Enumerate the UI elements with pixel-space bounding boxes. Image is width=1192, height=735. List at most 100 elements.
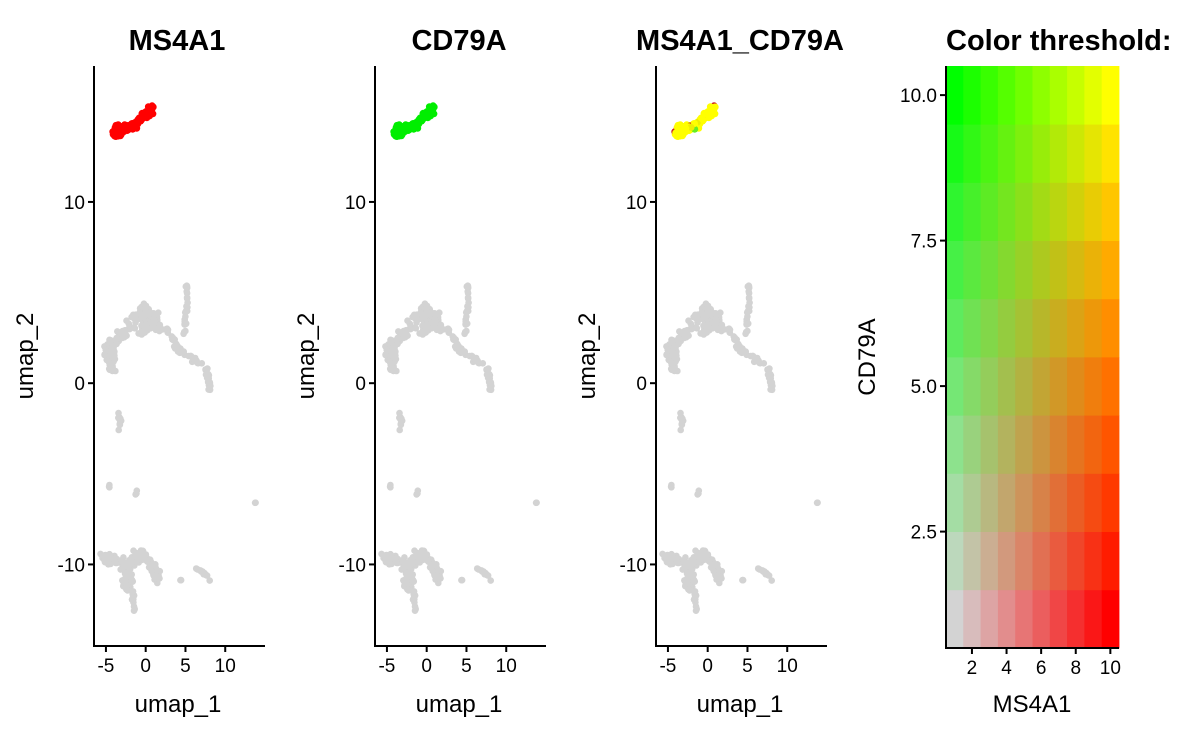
cell-point: [129, 578, 137, 585]
x-tick-label: -5: [659, 656, 676, 677]
cell-point: [420, 552, 428, 560]
cell-point: [102, 346, 109, 354]
cell-point: [203, 572, 210, 579]
cell-point: [117, 415, 124, 423]
cell-point: [147, 325, 154, 332]
cell-point: [252, 499, 259, 507]
cell-point: [105, 359, 113, 366]
heatmap-tile: [1101, 298, 1120, 358]
cell-point: [378, 550, 385, 558]
cell-point: [486, 379, 493, 386]
y-tick-label: 10: [345, 193, 366, 214]
panel-cd79a: CD79A -5 0 5 10 -10 0 10 umap_1 umap_2: [293, 25, 546, 718]
y-tick-label: 0: [74, 374, 85, 395]
cell-point: [413, 311, 421, 319]
heatmap-tile: [1032, 182, 1051, 241]
panel-2-ticks: -5 0 5 10 -10 0 10: [339, 193, 517, 677]
cell-point: [188, 353, 195, 361]
heatmap-tile: [1015, 531, 1033, 591]
expressing-cell-point: [711, 103, 719, 111]
cell-point: [117, 557, 125, 565]
heatmap-tile: [1032, 66, 1051, 125]
cell-point: [767, 371, 774, 378]
cell-point: [111, 557, 118, 565]
panel-4-ticks: 2 4 6 8 10 2.5 5.0 7.5 10.0: [900, 86, 1121, 679]
cell-point: [768, 577, 775, 584]
heatmap-tile: [963, 531, 981, 591]
cell-point: [141, 312, 149, 319]
cell-point: [696, 550, 704, 558]
cell-point: [126, 561, 133, 569]
heatmap-tile: [946, 415, 964, 474]
cell-point: [415, 550, 423, 558]
cell-point: [756, 359, 763, 367]
cell-point: [123, 317, 130, 325]
heatmap-tile: [1067, 298, 1085, 358]
panel-3-cells: [659, 102, 821, 614]
y-tick-label: -10: [58, 555, 85, 576]
cell-point: [116, 421, 124, 429]
cell-point: [449, 333, 457, 340]
cell-point: [458, 576, 466, 584]
heatmap-tile: [1101, 473, 1120, 532]
x-tick-label: 5: [461, 656, 472, 677]
cell-point: [685, 317, 692, 325]
cell-point: [675, 334, 682, 342]
heatmap-tile: [1015, 357, 1033, 416]
expressing-cell-point: [120, 125, 128, 133]
heatmap-tile: [1032, 357, 1051, 416]
heatmap-tile: [1015, 182, 1033, 241]
cell-point: [422, 329, 430, 336]
cell-point: [464, 282, 472, 290]
panel-2-x-axis-label: umap_1: [416, 691, 503, 718]
cell-point: [148, 319, 155, 327]
cell-point: [405, 587, 412, 594]
heatmap-tile: [1049, 415, 1068, 474]
cell-point: [428, 325, 435, 332]
heatmap-tile: [963, 589, 981, 649]
cell-point: [205, 379, 212, 386]
heatmap-tile: [963, 415, 981, 474]
heatmap-tile: [963, 473, 981, 532]
cell-point: [397, 421, 405, 429]
x-tick-label: -5: [97, 656, 114, 677]
heatmap-tile: [1015, 473, 1033, 532]
cell-point: [435, 579, 442, 587]
heatmap-tile: [997, 240, 1016, 300]
expressing-cell-point: [137, 116, 145, 124]
cell-point: [765, 572, 772, 579]
expressing-cell-point: [401, 125, 409, 133]
cell-point: [668, 484, 675, 491]
cell-point: [462, 309, 470, 316]
cell-point: [400, 327, 407, 335]
cell-point: [113, 340, 120, 348]
cell-point: [469, 353, 476, 361]
heatmap-tile: [1032, 531, 1051, 591]
y-tick-label: 10.0: [900, 86, 937, 107]
cell-point: [716, 579, 723, 587]
cell-point: [403, 580, 411, 587]
expressing-cell-point: [406, 123, 414, 131]
heatmap-tile: [946, 473, 964, 532]
heatmap-tile: [1049, 182, 1068, 241]
heatmap-tile: [1049, 357, 1068, 416]
cell-point: [141, 329, 148, 336]
cell-point: [144, 558, 151, 565]
cell-point: [706, 558, 713, 565]
cell-point: [814, 499, 821, 507]
cell-point: [117, 566, 124, 573]
heatmap-tile: [1084, 298, 1103, 358]
heatmap-tile: [963, 66, 981, 125]
cell-point: [717, 324, 725, 331]
heatmap-tile: [1067, 124, 1085, 183]
y-tick-label: 10: [626, 193, 647, 214]
heatmap-tile: [1049, 298, 1068, 358]
panel-2-y-axis-label: umap_2: [293, 313, 320, 400]
heatmap-tile: [1015, 66, 1033, 125]
cell-point: [667, 359, 675, 366]
cell-point: [122, 580, 130, 587]
cell-point: [463, 320, 471, 327]
cell-point: [767, 379, 774, 386]
cell-point: [106, 484, 113, 491]
panel-ms4a1: MS4A1 -5 0 5 10 -10 0 10 umap_1 umap_2: [12, 25, 265, 718]
